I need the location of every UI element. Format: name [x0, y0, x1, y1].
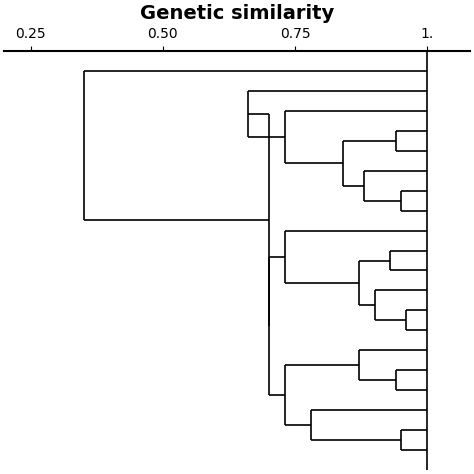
Title: Genetic similarity: Genetic similarity: [140, 4, 334, 23]
